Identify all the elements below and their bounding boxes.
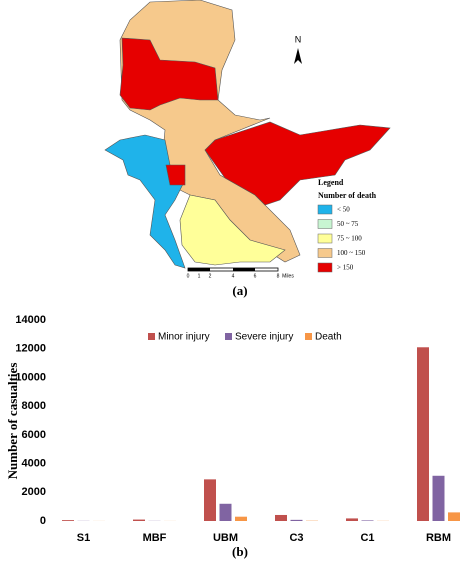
y-tick-label: 6000 [22,429,46,441]
scale-label: 8 [277,273,280,279]
legend-swatch [148,333,155,340]
y-tick-label: 12000 [15,343,46,355]
legend-swatch [225,333,232,340]
y-tick-label: 2000 [22,486,46,498]
bar [432,475,445,521]
map-legend-swatch [317,248,333,258]
region [165,164,186,186]
map: N [104,0,391,269]
map-legend-swatch [317,233,333,244]
map-legend-swatch [317,204,333,215]
legend-label: Death [315,332,342,343]
scale-bar [187,267,279,272]
bar [448,512,460,521]
bar [235,516,247,521]
x-tick-label: C1 [360,532,374,544]
bar [62,520,74,521]
region [179,194,286,266]
map-caption: (a) [232,283,247,298]
chart-caption: (b) [232,544,248,559]
map-legend-swatch [317,219,333,229]
y-axis-label: Number of casualties [5,363,20,480]
x-tick-label: UBM [213,532,238,544]
bar [346,518,358,521]
y-tick-label: 10000 [15,371,46,383]
bar [361,520,374,521]
region [204,121,391,206]
map-legend-title: Legend [318,178,344,187]
legend-swatch [305,333,312,340]
scale-label: 1 [198,273,201,279]
bar [290,519,303,521]
bar [204,479,216,521]
y-tick-label: 8000 [22,400,46,412]
legend-label: Severe injury [235,332,293,343]
x-tick-label: RBM [426,532,451,544]
bar [133,519,145,521]
x-tick-label: S1 [77,532,90,544]
north-arrow: N [294,34,302,64]
bar [219,503,232,521]
bar [275,514,287,521]
y-tick-label: 0 [40,515,46,527]
north-label: N [295,34,302,44]
scale-label: 6 [254,273,257,279]
region [119,37,219,111]
y-tick-label: 14000 [15,314,46,326]
map-legend-label: 75 ~ 100 [337,235,362,243]
y-tick-label: 4000 [22,457,46,469]
x-tick-label: C3 [289,532,303,544]
bar [417,347,429,521]
region [104,134,186,269]
scale-label: 0 [187,273,190,279]
map-legend-swatch [317,262,333,273]
map-legend-label: > 150 [337,264,354,272]
scale-label: 4 [232,273,235,279]
x-tick-label: MBF [143,532,167,544]
map-legend-label: 100 ~ 150 [337,249,366,257]
scale-label: Miles [282,273,294,279]
map-legend-label: 50 ~ 75 [337,220,359,228]
scale-label: 2 [209,273,212,279]
map-legend-subtitle: Number of death [318,191,377,200]
legend-label: Minor injury [158,332,210,343]
map-legend-label: < 50 [337,206,350,214]
